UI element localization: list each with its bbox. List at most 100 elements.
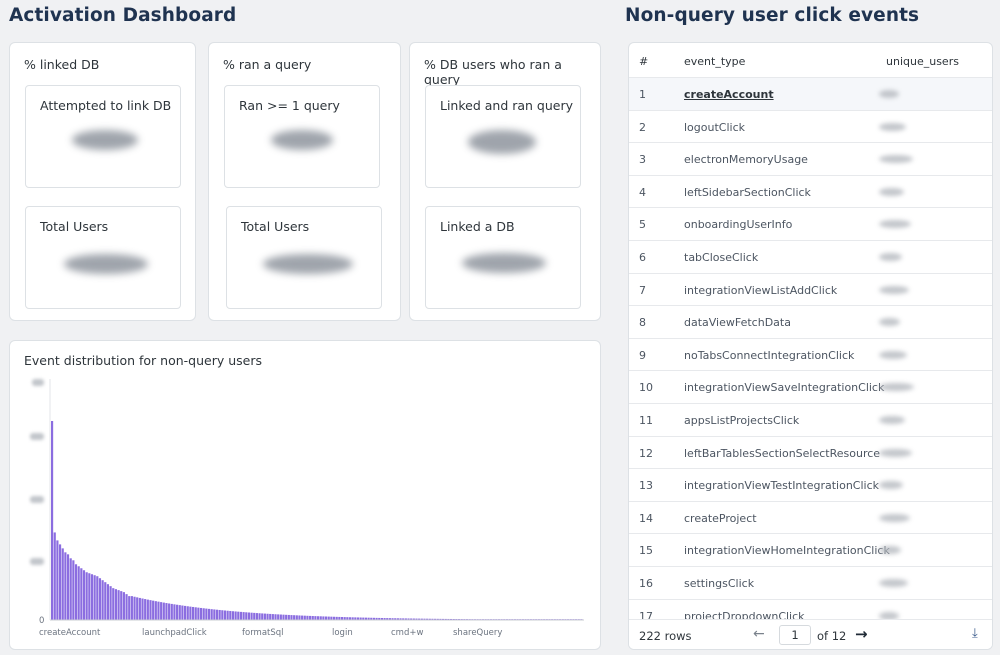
chart-bar[interactable] — [58, 544, 62, 620]
chart-bar[interactable] — [340, 617, 344, 620]
chart-bar[interactable] — [266, 613, 269, 620]
row-event-type[interactable]: createProject — [684, 511, 757, 525]
header-index[interactable]: # — [639, 55, 649, 68]
chart-bar[interactable] — [125, 594, 128, 620]
chart-bar[interactable] — [104, 582, 107, 620]
chart-bar[interactable] — [439, 618, 442, 620]
chart-bar[interactable] — [237, 611, 240, 620]
chart-bar[interactable] — [394, 618, 397, 620]
page-input[interactable]: 1 — [779, 625, 811, 645]
chart-bar[interactable] — [356, 617, 360, 620]
row-event-type[interactable]: integrationViewSaveIntegrationClick — [684, 381, 885, 395]
chart-bar[interactable] — [346, 617, 349, 620]
row-event-type[interactable]: integrationViewTestIntegrationClick — [684, 479, 880, 493]
table-row[interactable]: 16 settingsClick — [629, 566, 992, 599]
arrow-right-icon[interactable]: → — [855, 625, 868, 643]
chart-bar[interactable] — [362, 617, 365, 620]
chart-bar[interactable] — [420, 618, 423, 620]
chart-bar[interactable] — [402, 618, 405, 620]
chart-bar[interactable] — [247, 612, 250, 621]
download-icon[interactable]: ⤓ — [972, 626, 978, 641]
table-row[interactable]: 12 leftBarTablesSectionSelectResource — [629, 435, 992, 469]
chart-bar[interactable] — [431, 618, 434, 620]
chart-bar[interactable] — [261, 613, 264, 620]
chart-bar[interactable] — [90, 574, 94, 620]
chart-bar[interactable] — [370, 617, 373, 620]
chart-bar[interactable] — [391, 618, 394, 620]
row-event-type[interactable]: leftBarTablesSectionSelectResource — [684, 446, 881, 460]
chart-bar[interactable] — [186, 606, 189, 620]
chart-bar[interactable] — [412, 618, 415, 620]
table-row[interactable]: 14 createProject — [629, 500, 992, 534]
table-row[interactable]: 3 electronMemoryUsage — [629, 142, 992, 175]
chart-bar[interactable] — [160, 602, 163, 620]
chart-bar[interactable] — [72, 560, 75, 620]
chart-bar[interactable] — [335, 616, 338, 620]
chart-bar[interactable] — [367, 617, 370, 620]
chart-bar[interactable] — [194, 607, 197, 620]
chart-bar[interactable] — [364, 617, 368, 620]
chart-bar[interactable] — [415, 618, 418, 620]
row-event-type[interactable]: logoutClick — [684, 120, 745, 134]
table-row[interactable]: 1 createAccount — [629, 77, 992, 110]
chart-bar[interactable] — [199, 607, 203, 620]
chart-bar[interactable] — [144, 599, 147, 620]
chart-bar[interactable] — [85, 572, 88, 620]
chart-bar[interactable] — [442, 618, 445, 620]
chart-bar[interactable] — [202, 608, 205, 620]
arrow-left-icon[interactable]: ← — [753, 626, 765, 642]
chart-bar[interactable] — [282, 614, 285, 620]
chart-bar[interactable] — [450, 618, 453, 620]
chart-bar[interactable] — [298, 615, 301, 620]
chart-bar[interactable] — [354, 617, 357, 620]
chart-bar[interactable] — [388, 618, 391, 620]
chart-bar[interactable] — [165, 603, 168, 620]
chart-bar[interactable] — [231, 611, 235, 620]
chart-bar[interactable] — [138, 597, 141, 620]
chart-bar[interactable] — [122, 592, 125, 620]
chart-bar[interactable] — [223, 610, 227, 620]
chart-bar[interactable] — [410, 618, 413, 620]
row-event-type[interactable]: settingsClick — [684, 577, 755, 590]
chart-bar[interactable] — [372, 617, 376, 620]
chart-bar[interactable] — [191, 606, 195, 620]
chart-bar[interactable] — [285, 614, 288, 620]
table-row[interactable]: 15 integrationViewHomeIntegrationClick — [629, 533, 992, 566]
chart-bar[interactable] — [269, 613, 272, 620]
header-unique-users[interactable]: unique_users — [886, 55, 959, 68]
table-row[interactable]: 2 logoutClick — [629, 109, 992, 143]
chart-bar[interactable] — [327, 616, 330, 620]
chart-bar[interactable] — [181, 605, 184, 620]
chart-bar[interactable] — [383, 618, 386, 620]
chart-bar[interactable] — [197, 607, 200, 620]
chart-bar[interactable] — [359, 617, 362, 620]
chart-bar[interactable] — [293, 615, 296, 620]
chart-bar[interactable] — [213, 609, 216, 620]
chart-bar[interactable] — [80, 568, 83, 620]
chart-bar[interactable] — [157, 601, 160, 620]
row-event-type[interactable]: onboardingUserInfo — [684, 218, 793, 232]
chart-bar[interactable] — [407, 618, 410, 620]
chart-bar[interactable] — [426, 618, 429, 620]
chart-bar[interactable] — [82, 570, 86, 620]
chart-bar[interactable] — [178, 605, 181, 620]
row-event-type[interactable]: integrationViewListAddClick — [684, 283, 838, 297]
chart-bar[interactable] — [136, 597, 139, 620]
chart-bar[interactable] — [226, 610, 229, 620]
chart-bar[interactable] — [274, 614, 277, 620]
chart-bar[interactable] — [146, 599, 149, 620]
chart-bar[interactable] — [205, 608, 208, 620]
chart-bar[interactable] — [399, 618, 402, 620]
chart-bar[interactable] — [98, 578, 102, 620]
chart-bar[interactable] — [51, 421, 54, 620]
chart-bar[interactable] — [239, 611, 243, 620]
chart-bar[interactable] — [317, 616, 320, 620]
chart-bar[interactable] — [128, 596, 131, 620]
chart-bar[interactable] — [404, 618, 407, 620]
chart-bar[interactable] — [338, 616, 341, 620]
table-row[interactable]: 10 integrationViewSaveIntegrationClick — [629, 370, 992, 403]
chart-bar[interactable] — [311, 616, 314, 620]
chart-bar[interactable] — [170, 603, 173, 620]
chart-bar[interactable] — [215, 609, 219, 620]
table-row[interactable]: 9 noTabsConnectIntegrationClick — [629, 337, 992, 371]
